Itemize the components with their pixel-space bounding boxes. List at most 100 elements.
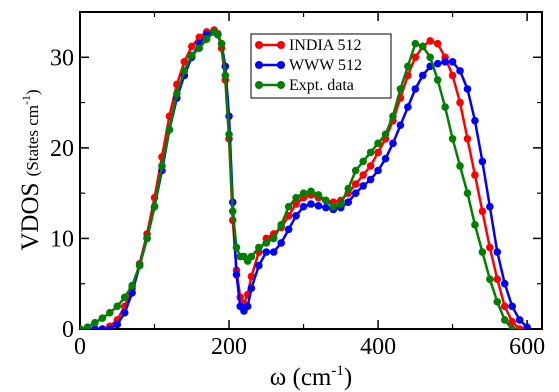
series-3-point	[471, 221, 479, 229]
series-2-point	[292, 211, 300, 220]
series-2-point	[307, 200, 315, 208]
series-2-point	[366, 175, 375, 184]
y-tick-label-20: 20	[50, 136, 74, 162]
series-2-point	[493, 248, 502, 256]
y-axis-title: VDOS (States cm-1)	[17, 89, 44, 250]
series-3-point	[173, 89, 181, 98]
legend-marker-1b	[277, 41, 285, 49]
series-2-point	[247, 284, 256, 293]
series-3-point	[478, 248, 487, 256]
series-2-point	[277, 239, 285, 247]
y-tick-label-0: 0	[62, 317, 74, 343]
series-1-point	[463, 135, 472, 143]
series-1-point	[351, 180, 360, 188]
series-2-point	[441, 58, 449, 66]
series-2-point	[381, 154, 390, 163]
series-2-point	[463, 85, 472, 93]
series-3-point	[83, 323, 92, 329]
series-3-point	[214, 30, 222, 39]
series-3-point	[292, 193, 300, 202]
series-1-point	[374, 148, 382, 157]
legend-entry-3: Expt. data	[255, 77, 354, 94]
series-3-point	[143, 234, 151, 243]
y-axis-title-main: VDOS	[17, 183, 44, 251]
series-2-point	[396, 121, 405, 130]
series-1-point	[515, 325, 524, 329]
series-1-point	[366, 162, 375, 170]
series-3-point	[217, 39, 226, 48]
series-2-point	[411, 85, 420, 93]
series-3-point	[98, 314, 107, 322]
series-line-3	[80, 30, 514, 329]
series-3-point	[493, 298, 502, 306]
legend-marker-2a	[255, 61, 263, 69]
series-2-point	[486, 202, 494, 211]
series-2-point	[243, 302, 252, 311]
series-3-point	[389, 112, 397, 120]
series-1-point	[359, 171, 367, 179]
series-3-point	[255, 243, 263, 252]
x-axis-title-tail: )	[344, 364, 352, 391]
series-3-point	[187, 51, 196, 60]
series-3-point	[508, 325, 516, 329]
x-tick-label-600: 600	[509, 334, 545, 360]
plot-frame	[79, 11, 543, 330]
series-2-point	[344, 198, 353, 206]
series-3-point	[80, 325, 84, 329]
legend: INDIA 512 WWW 512 Expt. data	[250, 33, 392, 99]
series-3-point	[165, 125, 174, 134]
series-3-point	[366, 148, 375, 157]
legend-marker-1a	[255, 41, 263, 49]
series-3-point	[433, 76, 442, 84]
series-2-point	[351, 189, 360, 197]
series-3-point	[374, 139, 382, 148]
series-3-point	[322, 196, 330, 205]
series-1-point	[187, 42, 196, 51]
series-1-point	[180, 58, 189, 66]
series-3-point	[195, 44, 204, 53]
series-3-point	[418, 42, 427, 51]
series-3-point	[106, 308, 114, 317]
series-2-point	[508, 302, 516, 311]
legend-label-1: INDIA 512	[289, 37, 361, 54]
series-2-point	[374, 166, 382, 175]
series-1-point	[471, 171, 479, 179]
series-2-point	[523, 323, 531, 329]
series-2-point	[91, 325, 99, 329]
series-2-point	[314, 202, 323, 210]
series-3-point	[284, 202, 293, 211]
series-3-point	[456, 162, 464, 170]
series-3-point	[277, 221, 285, 229]
series-3-point	[344, 184, 353, 193]
x-axis-title-main: ω (cm	[270, 364, 332, 391]
series-3-point	[396, 85, 405, 93]
legend-marker-3b	[277, 81, 285, 89]
x-tick-label-200: 200	[211, 334, 247, 360]
series-1-point	[478, 207, 487, 216]
legend-entry-2: WWW 512	[255, 57, 362, 74]
x-axis-title: ω (cm-1)	[270, 363, 352, 391]
legend-entry-1: INDIA 512	[255, 37, 361, 54]
series-2-point	[456, 67, 464, 75]
series-3-point	[225, 130, 233, 139]
series-3-point	[411, 39, 420, 48]
series-3-point	[329, 202, 338, 211]
series-3-point	[337, 200, 345, 208]
series-1-point	[456, 98, 464, 107]
series-2-point	[433, 59, 442, 68]
series-3-point	[359, 157, 367, 166]
y-tick-label-10: 10	[50, 226, 74, 252]
series-3-point	[404, 62, 412, 71]
series-2-point	[284, 225, 293, 234]
series-2-point	[515, 316, 524, 324]
series-3-point	[158, 162, 166, 170]
series-3-point	[232, 243, 241, 252]
series-2-point	[120, 308, 129, 317]
series-3-point	[120, 293, 129, 302]
x-tick-label-0: 0	[74, 334, 86, 360]
series-1-point	[486, 243, 494, 252]
legend-marker-2b	[277, 61, 285, 69]
series-3-point	[269, 234, 278, 243]
series-2-point	[232, 270, 241, 279]
